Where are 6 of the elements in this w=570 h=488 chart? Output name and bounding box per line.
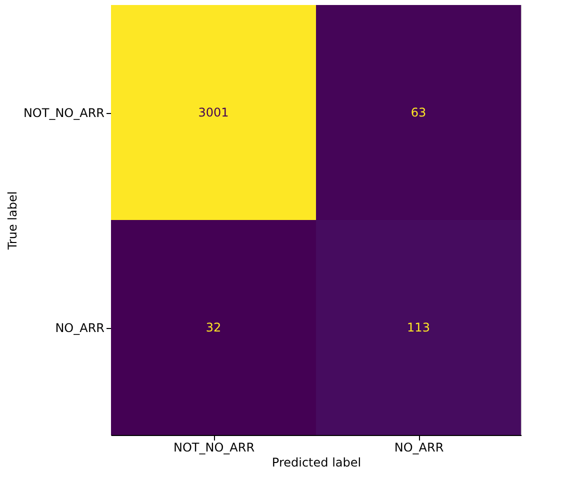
data-label: 113	[407, 320, 430, 334]
y-axis-title: True label	[5, 191, 20, 251]
data-label: 3001	[198, 106, 229, 120]
data-label: 63	[410, 106, 426, 120]
x-axis-title: Predicted label	[272, 456, 362, 470]
data-label: 32	[206, 320, 222, 334]
